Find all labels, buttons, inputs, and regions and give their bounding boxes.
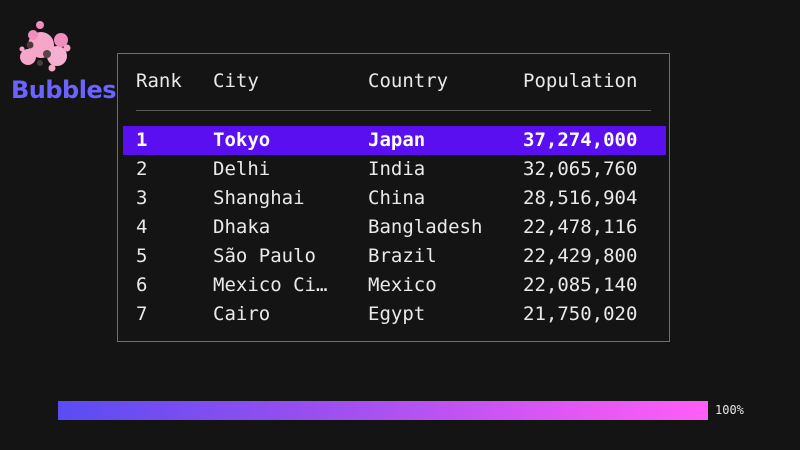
cell-population: 22,085,140 (523, 274, 638, 296)
cell-population: 32,065,760 (523, 158, 638, 180)
cell-city: São Paulo (213, 245, 316, 267)
cell-rank: 2 (136, 158, 148, 180)
cell-country: India (368, 158, 426, 180)
table-row[interactable]: 4 Dhaka Bangladesh 22,478,116 (118, 213, 669, 242)
progress-bar (58, 401, 708, 420)
cell-rank: 4 (136, 216, 148, 238)
cell-city: Delhi (213, 158, 271, 180)
cell-population: 21,750,020 (523, 303, 638, 325)
cell-country: China (368, 187, 426, 209)
progress-percent-label: 100% (715, 403, 744, 417)
brand-logo: Bubbles (10, 18, 117, 102)
cell-city: Shanghai (213, 187, 305, 209)
city-population-table: Rank City Country Population 1 Tokyo Jap… (117, 53, 670, 342)
cell-population: 28,516,904 (523, 187, 638, 209)
cell-population: 22,478,116 (523, 216, 638, 238)
cell-city: Dhaka (213, 216, 271, 238)
cell-country: Egypt (368, 303, 426, 325)
cell-rank: 3 (136, 187, 148, 209)
table-header: Rank City Country Population (118, 54, 669, 110)
bubbles-logo-icon (19, 21, 71, 72)
table-row[interactable]: 7 Cairo Egypt 21,750,020 (118, 300, 669, 329)
cell-city: Mexico Ci… (213, 274, 328, 296)
table-row[interactable]: 3 Shanghai China 28,516,904 (118, 184, 669, 213)
table-row[interactable]: 6 Mexico Ci… Mexico 22,085,140 (118, 271, 669, 300)
cell-country: Brazil (368, 245, 437, 267)
table-row[interactable]: 1 Tokyo Japan 37,274,000 (118, 126, 669, 155)
cell-population: 22,429,800 (523, 245, 638, 267)
header-divider (136, 110, 651, 111)
cell-rank: 6 (136, 274, 148, 296)
column-header-population[interactable]: Population (523, 70, 638, 92)
cell-country: Mexico (368, 274, 437, 296)
cell-country: Japan (368, 129, 426, 151)
cell-city: Tokyo (213, 129, 271, 151)
progress-fill (58, 401, 708, 420)
column-header-city[interactable]: City (213, 70, 259, 92)
cell-country: Bangladesh (368, 216, 483, 238)
cell-rank: 7 (136, 303, 148, 325)
cell-rank: 5 (136, 245, 148, 267)
brand-name: Bubbles (11, 76, 117, 104)
cell-population: 37,274,000 (523, 129, 638, 151)
row-selection-highlight (123, 126, 666, 155)
cell-rank: 1 (136, 129, 148, 151)
column-header-rank[interactable]: Rank (136, 70, 182, 92)
table-row[interactable]: 5 São Paulo Brazil 22,429,800 (118, 242, 669, 271)
table-row[interactable]: 2 Delhi India 32,065,760 (118, 155, 669, 184)
cell-city: Cairo (213, 303, 271, 325)
column-header-country[interactable]: Country (368, 70, 449, 92)
